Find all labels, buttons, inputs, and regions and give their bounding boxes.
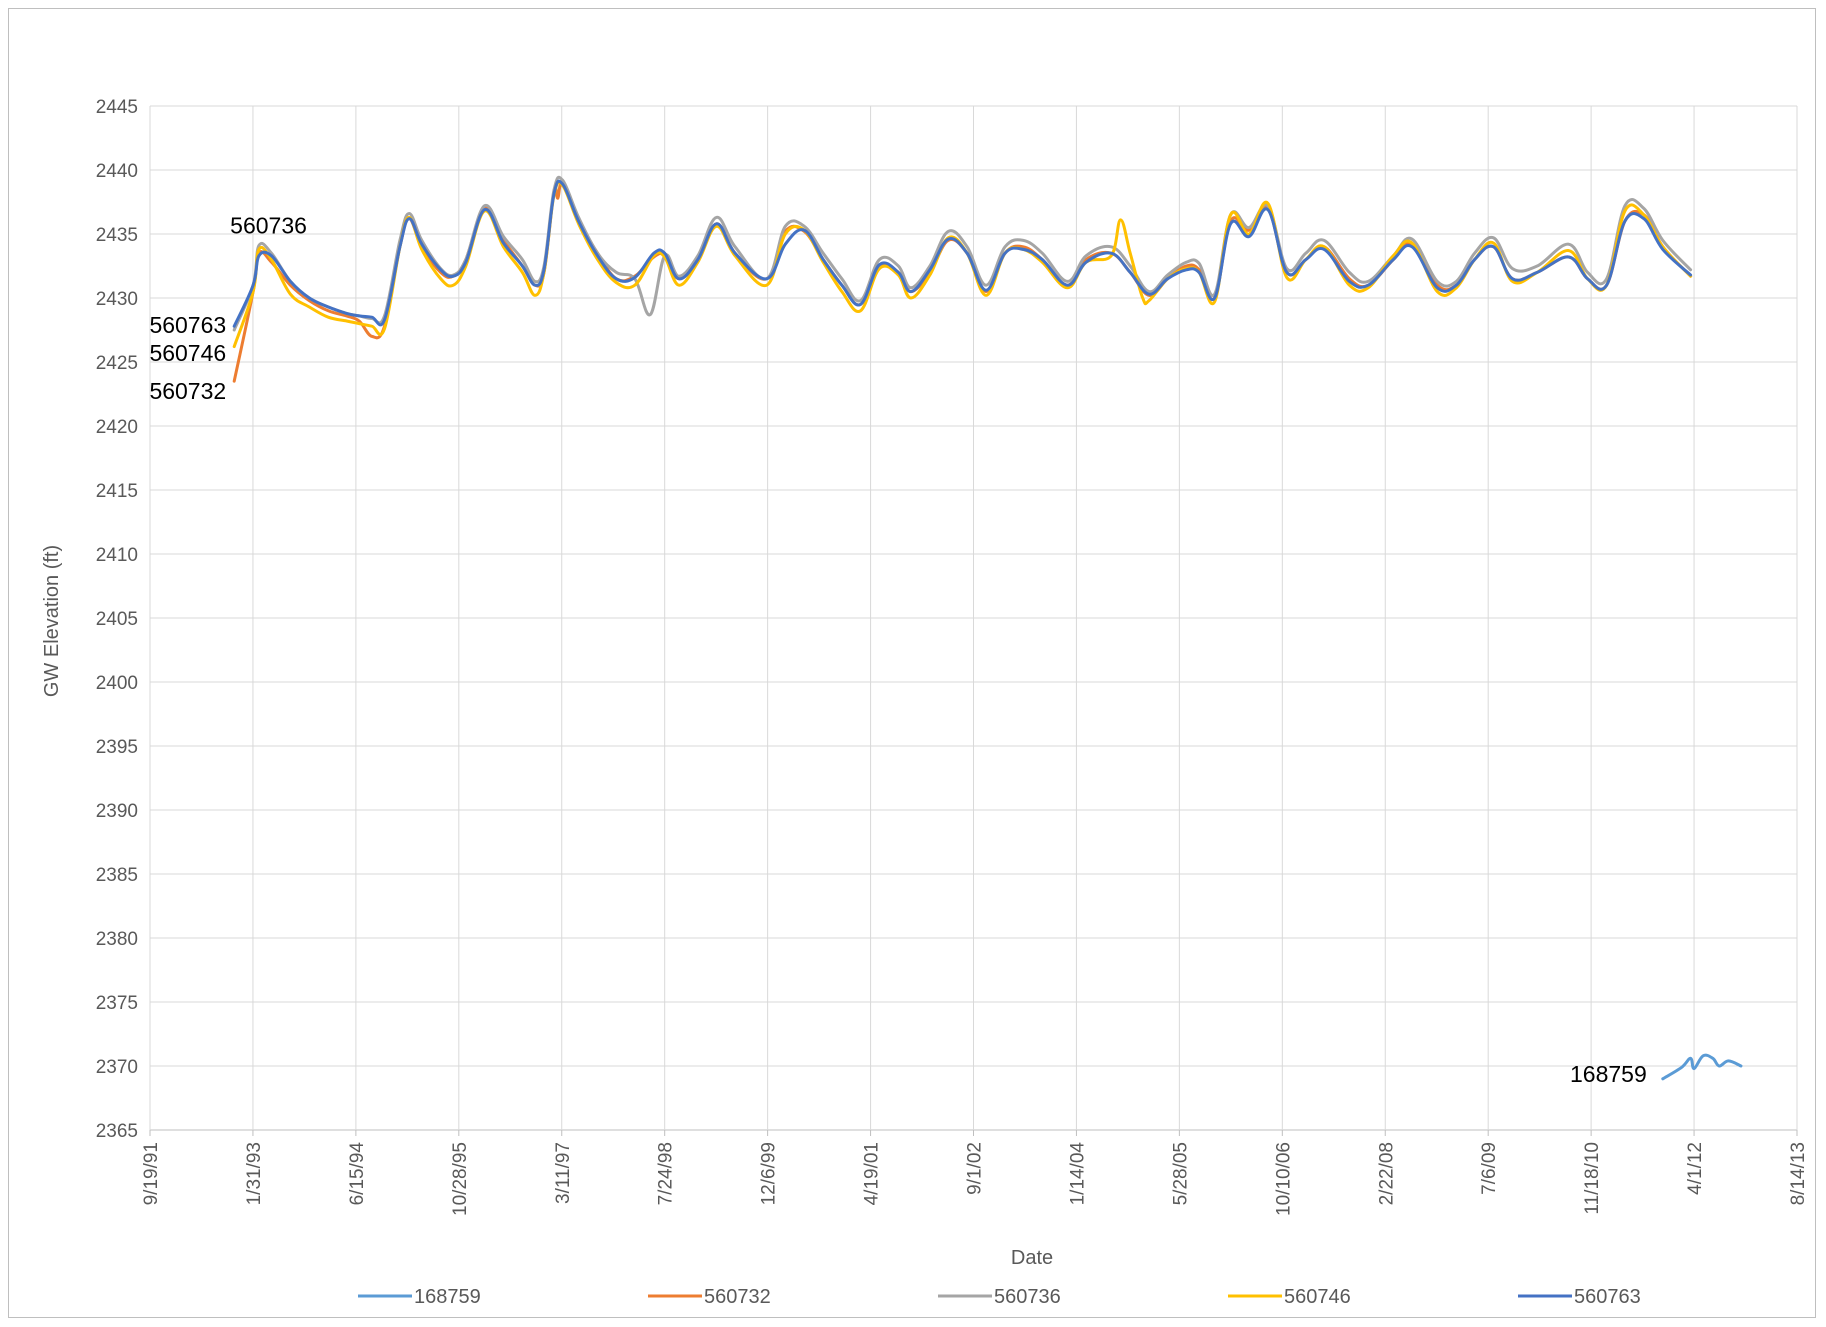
y-tick-label: 2380 (96, 929, 138, 950)
x-tick-label: 9/19/91 (141, 1142, 162, 1205)
y-tick-label: 2365 (96, 1121, 138, 1142)
x-tick-label: 10/10/06 (1273, 1142, 1294, 1216)
x-tick-label: 1/14/04 (1067, 1142, 1088, 1206)
y-tick-label: 2420 (96, 417, 138, 438)
x-tick-label: 8/14/13 (1788, 1142, 1809, 1205)
x-tick-label: 5/28/05 (1170, 1142, 1191, 1205)
y-tick-label: 2430 (96, 289, 138, 310)
x-tick-label: 12/6/99 (759, 1142, 780, 1205)
x-tick-label: 9/1/02 (965, 1142, 986, 1195)
x-tick-label: 4/1/12 (1685, 1142, 1706, 1195)
series-line-560746 (232, 180, 1693, 349)
annotation-168759: 168759 (1570, 1061, 1647, 1087)
x-tick-label: 1/31/93 (244, 1142, 265, 1205)
y-tick-label: 2375 (96, 993, 138, 1014)
x-axis-title: Date (1011, 1247, 1053, 1269)
series-line-168759 (1661, 1053, 1743, 1081)
x-tick-label: 2/22/08 (1376, 1142, 1397, 1205)
y-tick-label: 2390 (96, 801, 138, 822)
series-lines (232, 175, 1743, 1081)
series-line-560763 (232, 179, 1693, 328)
y-tick-label: 2415 (96, 481, 138, 502)
series-line-560736 (232, 175, 1693, 332)
legend-label-560746: 560746 (1284, 1286, 1351, 1308)
legend-label-560763: 560763 (1574, 1286, 1641, 1308)
x-tick-label: 11/18/10 (1582, 1142, 1603, 1215)
series-line-560732 (232, 181, 1693, 383)
y-tick-label: 2405 (96, 609, 138, 630)
y-tick-label: 2385 (96, 865, 138, 886)
chart-area (8, 8, 1816, 1318)
x-tick-label: 7/24/98 (656, 1142, 677, 1205)
legend-label-168759: 168759 (414, 1286, 481, 1308)
legend-label-560736: 560736 (994, 1286, 1061, 1308)
x-tick-label: 10/28/95 (450, 1142, 471, 1216)
y-axis-title: GW Elevation (ft) (41, 545, 63, 697)
x-axis-tick-labels: 9/19/91 1/31/93 6/15/94 10/28/95 3/11/97 7/24… (141, 1142, 1809, 1216)
x-tick-label: 7/6/09 (1479, 1142, 1500, 1195)
y-tick-label: 2440 (96, 161, 138, 182)
annotation-560763: 560763 (149, 312, 226, 338)
legend-label-560732: 560732 (704, 1286, 771, 1308)
annotation-560746: 560746 (149, 340, 226, 366)
y-tick-label: 2395 (96, 737, 138, 758)
y-axis-tick-labels: 2365 2370 2375 2380 2385 2390 2395 2400 2405 2410… (96, 97, 138, 1142)
y-tick-label: 2410 (96, 545, 138, 566)
y-tick-label: 2445 (96, 97, 138, 118)
x-tick-label: 3/11/97 (553, 1142, 574, 1204)
legend: 168759 560732 560736 560746 560763 (358, 1286, 1641, 1308)
y-tick-label: 2400 (96, 673, 138, 694)
x-tick-label: 4/19/01 (862, 1142, 883, 1205)
y-tick-label: 2425 (96, 353, 138, 374)
gridlines (149, 105, 1798, 1136)
y-tick-label: 2370 (96, 1057, 138, 1078)
x-tick-label: 6/15/94 (347, 1142, 368, 1206)
y-tick-label: 2435 (96, 225, 138, 246)
annotation-560732: 560732 (149, 378, 226, 404)
annotation-560736: 560736 (230, 213, 307, 239)
